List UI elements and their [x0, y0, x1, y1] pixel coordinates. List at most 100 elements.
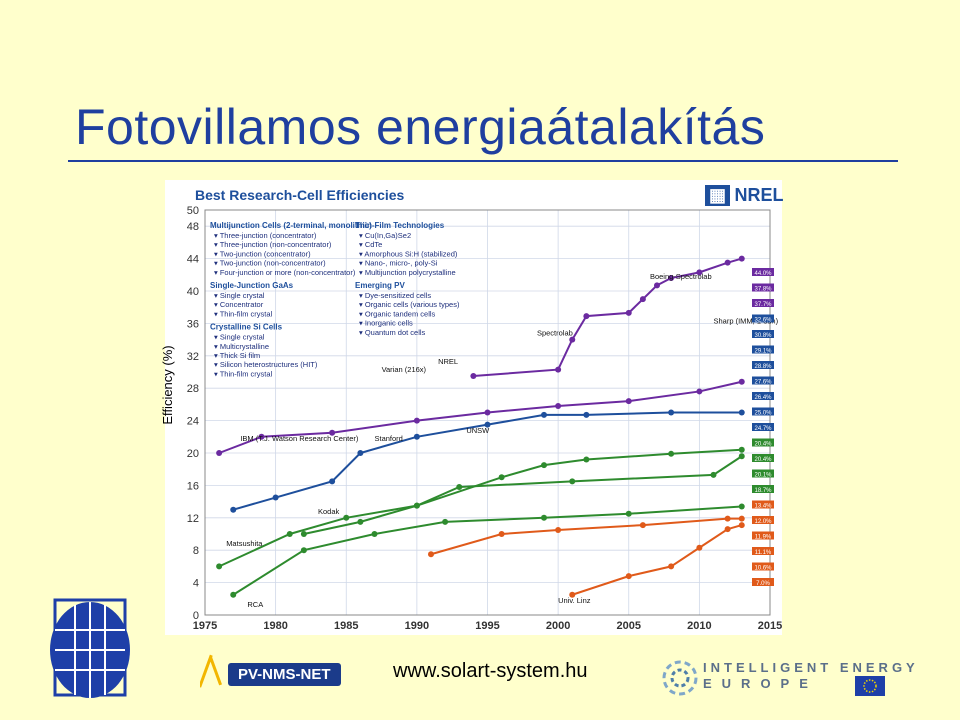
data-point — [541, 411, 547, 418]
y-tick-label: 44 — [187, 254, 199, 266]
record-label: 11.9% — [755, 535, 772, 541]
x-tick-label: 1990 — [405, 620, 429, 632]
record-label: 30.8% — [754, 333, 772, 339]
record-label-box — [752, 314, 774, 323]
legend-group-heading: Multijunction Cells (2-terminal, monolit… — [210, 221, 372, 230]
legend-item: ▾ Organic cells (various types) — [359, 300, 460, 309]
point-annotation: UNSW — [466, 426, 490, 435]
record-label: 20.1% — [754, 473, 772, 479]
data-point — [710, 471, 717, 478]
data-point — [738, 503, 745, 510]
data-point — [724, 259, 731, 266]
data-point — [258, 433, 265, 440]
legend-item: ▾ Dye-sensitized cells — [359, 291, 431, 300]
legend-item: ▾ Inorganic cells — [359, 319, 413, 328]
intelligent-energy-logo-line2: EUROPE — [703, 676, 818, 691]
record-label: 26.4% — [754, 395, 772, 401]
data-point — [738, 378, 745, 385]
data-point — [555, 526, 562, 533]
data-point — [272, 494, 279, 501]
record-label: 37.8% — [754, 287, 772, 293]
data-point — [541, 462, 547, 469]
chart-title: Best Research-Cell Efficiencies — [195, 187, 405, 203]
data-point — [329, 478, 336, 485]
record-label: 28.8% — [754, 364, 772, 370]
point-annotation: Univ. Linz — [558, 596, 591, 605]
point-annotation: Matsushita — [226, 539, 263, 548]
slide-title: Fotovillamos energiaátalakítás — [75, 99, 766, 155]
data-point — [625, 573, 632, 580]
series-line — [571, 524, 743, 596]
data-point — [371, 531, 378, 537]
data-point — [230, 506, 237, 513]
record-label-box — [752, 361, 774, 369]
data-point — [583, 456, 590, 463]
data-point — [484, 409, 491, 416]
legend-item: ▾ Multijunction polycrystalline — [359, 268, 456, 277]
y-tick-label: 12 — [187, 513, 199, 525]
data-point — [470, 373, 477, 380]
pv-nms-net-logo: PV-NMS-NET — [228, 663, 341, 686]
data-point — [484, 421, 491, 428]
y-tick-label: 50 — [187, 205, 199, 217]
legend-item: ▾ Quantum dot cells — [359, 328, 426, 337]
x-tick-label: 2000 — [546, 620, 570, 632]
data-point — [498, 474, 505, 481]
x-tick-label: 1995 — [475, 620, 499, 632]
record-label-box — [752, 454, 774, 462]
record-label: 29.1% — [754, 349, 772, 355]
record-label-box — [752, 376, 774, 385]
record-label: 25.0% — [754, 411, 772, 417]
legend-item: ▾ Two-junction (concentrator) — [214, 249, 311, 258]
record-label-box — [752, 299, 774, 307]
nrel-logo: ▦ NREL — [705, 185, 783, 206]
record-label: 18.7% — [754, 488, 772, 494]
point-annotation: NREL — [438, 357, 458, 366]
nrel-logo-box: ▦ — [705, 185, 731, 206]
data-point — [738, 515, 745, 522]
data-point — [456, 484, 463, 491]
data-point — [300, 531, 307, 537]
intelligent-energy-swirl-icon — [662, 660, 698, 696]
legend-item: ▾ Nano-, micro-, poly-Si — [359, 259, 438, 268]
record-label-box — [752, 438, 774, 447]
data-point — [625, 398, 632, 405]
legend-group-heading: Thin-Film Technologies — [355, 221, 445, 230]
data-point — [668, 450, 675, 457]
data-point — [724, 526, 731, 533]
y-tick-label: 28 — [187, 383, 199, 395]
record-label-box — [752, 531, 774, 540]
legend-item: ▾ Thin-film crystal — [214, 369, 273, 378]
record-label-box — [752, 485, 774, 493]
x-tick-label: 2010 — [687, 620, 711, 632]
record-label: 11.1% — [755, 550, 772, 556]
y-tick-label: 16 — [187, 480, 199, 492]
y-tick-label: 0 — [193, 610, 199, 622]
record-label-box — [752, 392, 774, 400]
legend-item: ▾ Three-junction (non-concentrator) — [214, 240, 332, 249]
y-axis-label-wrapper: Efficiency (%) — [160, 345, 175, 424]
data-point — [357, 450, 364, 456]
point-annotation: Boeing-Spectrolab — [650, 272, 712, 281]
series-line — [218, 448, 742, 568]
data-point — [639, 522, 646, 529]
data-point — [442, 518, 449, 525]
intelligent-energy-logo-line1: INTELLIGENT ENERGY — [703, 660, 919, 675]
point-annotation: Sharp (IMM, 1-sun) — [714, 316, 779, 325]
legend-item: ▾ Organic tandem cells — [359, 309, 436, 318]
record-label-box — [752, 407, 774, 416]
point-annotation: Spectrolab — [537, 329, 573, 338]
footer-url[interactable]: www.solart-system.hu — [393, 660, 588, 682]
record-label: 20.4% — [754, 442, 772, 448]
data-point — [583, 313, 590, 320]
data-point — [329, 429, 336, 436]
point-annotation: IBM (T.J. Watson Research Center) — [240, 434, 359, 443]
data-point — [583, 411, 590, 418]
data-point — [654, 282, 660, 289]
y-tick-label: 4 — [193, 578, 199, 590]
record-label-box — [752, 330, 774, 338]
legend-item: ▾ Multicrystalline — [214, 342, 269, 351]
data-point — [625, 510, 632, 517]
data-point — [738, 453, 745, 460]
